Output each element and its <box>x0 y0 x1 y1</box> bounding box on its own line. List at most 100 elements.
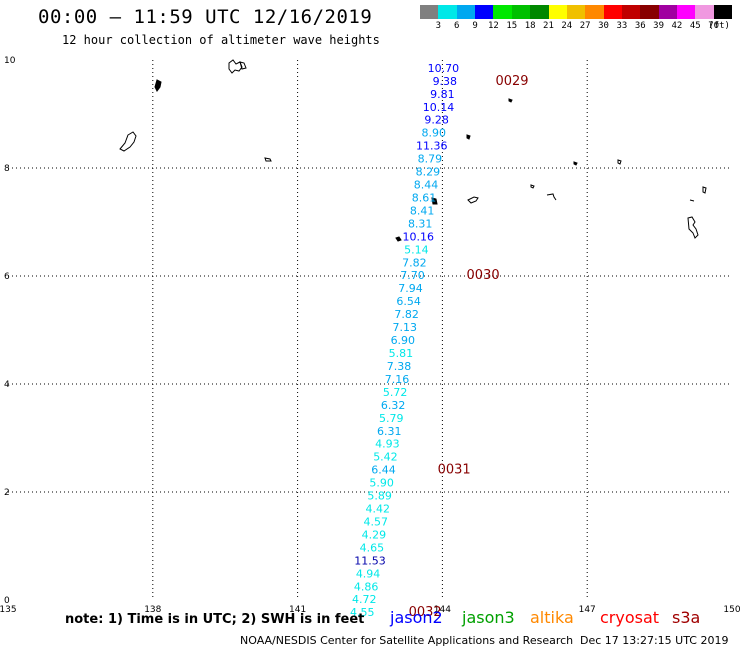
lat-tick-label: 4 <box>4 380 10 390</box>
wave-height-value: 9.38 <box>433 75 458 88</box>
wave-height-value: 6.54 <box>396 295 421 308</box>
scale-swatch <box>677 5 696 19</box>
scale-swatch <box>530 5 549 19</box>
scale-tick-label: 15 <box>506 21 518 31</box>
scale-swatch <box>438 5 457 19</box>
wave-height-value: 7.38 <box>387 360 412 373</box>
wave-height-value: 4.57 <box>364 515 389 528</box>
scale-swatch <box>621 5 641 19</box>
wave-height-value: 5.72 <box>383 386 408 399</box>
scale-tick-label: 18 <box>524 21 536 31</box>
wave-height-value: 4.65 <box>360 541 385 554</box>
land-outlines <box>119 59 707 242</box>
wave-height-value: 5.14 <box>404 243 429 256</box>
time-label: 0032 <box>409 605 442 620</box>
island-outline <box>573 161 578 166</box>
scale-tick-label: 70 <box>708 21 720 31</box>
wave-height-value: 4.72 <box>352 593 377 606</box>
satellite-legend-item: jason3 <box>462 608 515 627</box>
scale-tick-label: 36 <box>634 21 646 31</box>
wave-height-value: 5.81 <box>389 347 414 360</box>
scale-swatch <box>548 5 567 19</box>
island-outline <box>466 134 471 140</box>
wave-height-value: 4.55 <box>350 606 375 619</box>
island-outline <box>431 197 438 205</box>
wave-height-value: 8.90 <box>421 127 446 140</box>
wave-height-value: 11.53 <box>354 554 386 567</box>
wave-height-value: 5.89 <box>367 490 392 503</box>
wave-height-value: 6.44 <box>371 464 396 477</box>
scale-tick-label: 21 <box>543 21 554 31</box>
satellite-legend-item: s3a <box>672 608 701 627</box>
wave-height-value: 9.28 <box>424 114 449 127</box>
wave-height-value: 5.90 <box>369 477 394 490</box>
wave-height-value: 6.31 <box>377 425 402 438</box>
wave-height-value: 6.32 <box>381 399 406 412</box>
lat-tick-label: 6 <box>4 272 10 282</box>
scale-tick-label: 9 <box>472 21 478 31</box>
lat-tick-label: 0 <box>4 596 10 606</box>
scale-tick-label: 3 <box>435 21 442 31</box>
lon-tick-label: 138 <box>144 605 161 615</box>
scale-swatch <box>511 5 531 19</box>
wave-height-value: 8.44 <box>414 179 439 192</box>
scale-swatch <box>566 5 586 19</box>
wave-height-value: 5.42 <box>373 451 398 464</box>
time-label: 0030 <box>467 268 500 283</box>
wave-height-value: 10.14 <box>423 101 455 114</box>
wave-height-value: 6.90 <box>391 334 416 347</box>
island-outline <box>617 159 622 165</box>
wave-height-value: 8.79 <box>418 153 443 166</box>
altimeter-track: 10.709.389.8110.149.288.9011.368.798.298… <box>350 62 529 620</box>
scale-tick-label: 33 <box>616 21 628 31</box>
scale-tick-label: 42 <box>671 21 683 31</box>
scale-tick-label: 30 <box>598 21 609 31</box>
wave-height-value: 4.93 <box>375 438 400 451</box>
lon-tick-label: 150 <box>723 605 740 615</box>
scale-swatch <box>456 5 476 19</box>
wave-height-value: 7.16 <box>385 373 410 386</box>
wave-height-value: 10.70 <box>428 62 460 75</box>
wave-height-value: 8.41 <box>410 204 435 217</box>
island-outline <box>228 59 243 74</box>
map-subtitle: 12 hour collection of altimeter wave hei… <box>62 33 380 47</box>
lat-tick-label: 2 <box>4 488 10 498</box>
island-outline <box>508 98 513 103</box>
wave-height-value: 7.82 <box>402 256 427 269</box>
island-outline <box>395 236 402 242</box>
wave-height-value: 9.81 <box>430 88 455 101</box>
lon-tick-label: 141 <box>289 605 306 615</box>
wave-height-value: 8.29 <box>416 166 441 179</box>
wave-height-value: 4.86 <box>354 580 379 593</box>
scale-swatch <box>493 5 512 19</box>
wave-height-value: 7.94 <box>398 282 423 295</box>
island-outline <box>154 79 162 92</box>
scale-tick-label: 24 <box>561 21 573 31</box>
wave-height-value: 8.61 <box>412 191 437 204</box>
color-scale <box>420 5 733 21</box>
scale-tick-label: 39 <box>653 21 664 31</box>
scale-swatch <box>475 5 494 19</box>
timestamp-text: Dec 17 13:27:15 UTC 2019 <box>580 634 729 647</box>
lon-tick-label: 147 <box>579 605 596 615</box>
footer-note: note: 1) Time is in UTC; 2) SWH is in fe… <box>65 612 365 627</box>
lat-tick-label: 8 <box>4 164 10 174</box>
lat-tick-label: 10 <box>4 56 16 66</box>
scale-tick-label: 27 <box>579 21 591 31</box>
lon-tick-label: 144 <box>434 605 451 615</box>
time-label: 0029 <box>495 74 528 89</box>
wave-height-value: 4.94 <box>356 567 381 580</box>
lat-lon-grid <box>8 60 732 600</box>
scale-swatch <box>658 5 678 19</box>
color-scale-labels: 3 6 9 12 15 18 21 24 27 30 33 36 39 42 45 70 (ft) <box>420 21 740 33</box>
lon-tick-label: 135 <box>0 605 17 615</box>
scale-tick-label: 12 <box>487 21 499 31</box>
scale-swatch <box>640 5 659 19</box>
island-outline <box>546 193 557 201</box>
map-title: 00:00 – 11:59 UTC 12/16/2019 <box>38 6 373 28</box>
wave-height-value: 8.31 <box>408 217 433 230</box>
scale-tick-label: (ft) <box>708 21 730 31</box>
wave-height-value: 11.36 <box>416 140 448 153</box>
island-outline <box>239 61 247 70</box>
island-outline <box>702 186 707 194</box>
